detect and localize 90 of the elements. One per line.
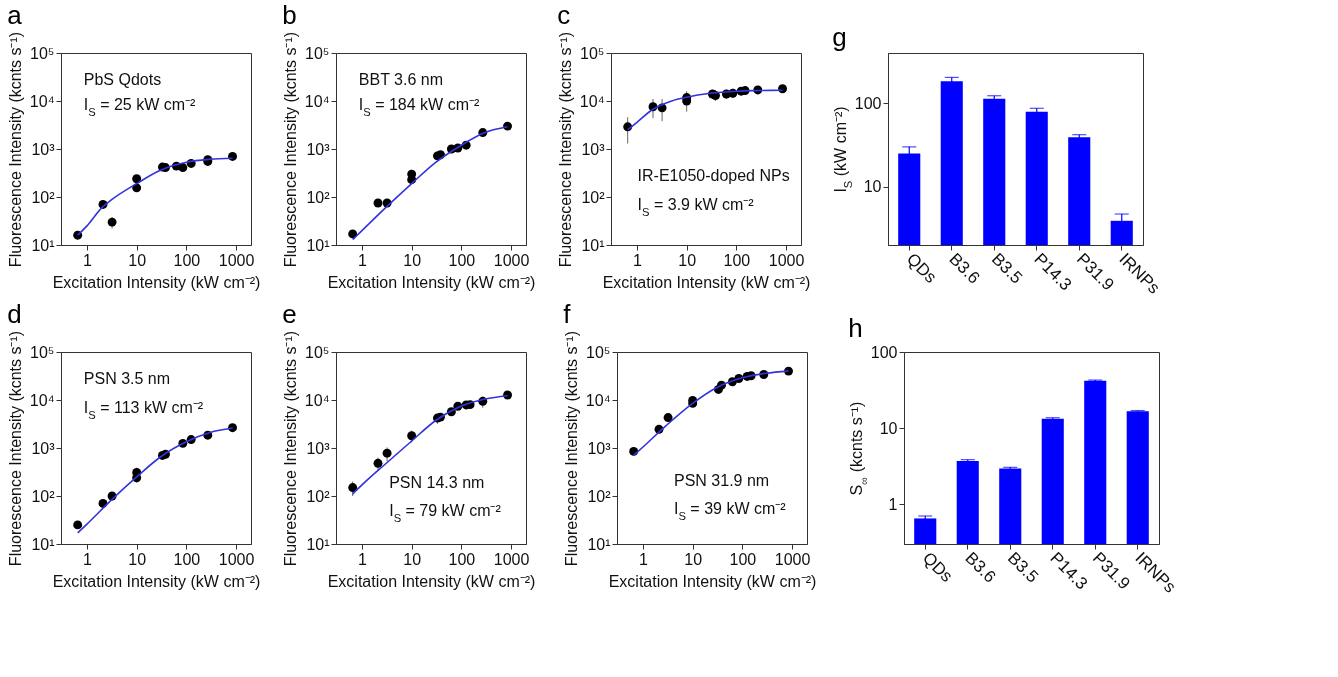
- x-tick-label: 1000: [493, 550, 530, 568]
- y-tick-label: 10⁵: [305, 343, 330, 361]
- chart-title: g: [832, 22, 847, 52]
- y-tick-label: 10⁴: [29, 391, 55, 409]
- x-tick-label: 1000: [493, 251, 530, 269]
- y-tick-label: 10⁵: [580, 44, 605, 62]
- y-tick-label: 10⁵: [30, 343, 55, 361]
- x-tick-label: 100: [723, 251, 751, 269]
- x-tick-label: 1000: [218, 550, 255, 568]
- x-tick-label: 100: [448, 251, 476, 269]
- x-tick-label: 10: [678, 251, 697, 269]
- x-tick-label: 1: [633, 251, 643, 269]
- y-tick-label: 10³: [31, 140, 56, 158]
- y-tick-label: 10²: [587, 487, 612, 505]
- annotation: PSN 31.9 nm: [674, 471, 770, 489]
- y-tick-label: 10¹: [31, 236, 55, 254]
- y-tick-label: 10: [863, 178, 882, 196]
- y-tick-label: 10³: [306, 140, 331, 158]
- y-tick-label: 10²: [31, 188, 56, 206]
- chart-title: a: [7, 0, 23, 31]
- y-tick-label: 10³: [31, 439, 56, 457]
- y-tick-label: 10¹: [31, 535, 55, 553]
- x-axis-title: Excitation Intensity (kW cm⁻²): [327, 273, 536, 291]
- y-tick-label: 10⁴: [585, 391, 611, 409]
- y-tick-label: 10: [879, 419, 898, 437]
- x-axis-title: Excitation Intensity (kW cm⁻²): [602, 273, 811, 291]
- y-tick-label: 100: [870, 343, 898, 361]
- y-tick-label: 10¹: [306, 236, 330, 254]
- annotation: I$_{S}$ = 79 kW cm⁻²: [389, 502, 502, 525]
- y-tick-label: 10¹: [587, 535, 611, 553]
- y-tick-label: 10⁴: [29, 92, 55, 110]
- y-tick-label: 10⁵: [30, 44, 55, 62]
- y-tick-label: 10²: [581, 188, 606, 206]
- x-tick-label: 1: [83, 550, 93, 568]
- annotation: IR-E1050-doped NPs: [637, 166, 790, 184]
- annotation: BBT 3.6 nm: [358, 70, 443, 88]
- x-tick-label: 1: [639, 550, 649, 568]
- y-tick-label: 10³: [306, 439, 331, 457]
- x-axis-title: Excitation Intensity (kW cm⁻²): [608, 572, 817, 590]
- y-tick-label: 10³: [581, 140, 606, 158]
- annotation: PbS Qdots: [83, 70, 162, 88]
- y-tick-label: 10⁴: [304, 391, 330, 409]
- annotation: I$_{S}$ = 113 kW cm⁻²: [83, 398, 204, 421]
- x-tick-label: 100: [173, 550, 201, 568]
- y-tick-label: 10³: [587, 439, 612, 457]
- y-axis-title: Fluorescence Intensity (kcnts s⁻¹): [6, 31, 24, 268]
- y-tick-label: 10²: [31, 487, 56, 505]
- annotation: PSN 3.5 nm: [83, 369, 171, 387]
- x-axis-title: Excitation Intensity (kW cm⁻²): [52, 273, 261, 291]
- y-tick-label: 1: [888, 495, 898, 513]
- x-tick-label: 100: [448, 550, 476, 568]
- y-tick-label: 10⁴: [579, 92, 605, 110]
- annotation: I$_{S}$ = 25 kW cm⁻²: [83, 95, 197, 118]
- x-axis-title: Excitation Intensity (kW cm⁻²): [327, 572, 536, 590]
- chart-title: d: [7, 299, 22, 330]
- annotation: I$_{S}$ = 39 kW cm⁻²: [674, 500, 787, 523]
- chart-title: c: [557, 0, 571, 31]
- x-tick-label: 1000: [774, 550, 811, 568]
- y-tick-label: 10⁴: [304, 92, 330, 110]
- y-tick-label: 10⁵: [305, 44, 330, 62]
- chart-title: h: [848, 313, 863, 343]
- x-tick-label: 10: [403, 550, 422, 568]
- annotation: PSN 14.3 nm: [389, 473, 485, 491]
- x-tick-label: 1000: [218, 251, 255, 269]
- chart-title: f: [563, 299, 572, 330]
- x-tick-label: 1: [83, 251, 93, 269]
- chart-title: b: [282, 0, 297, 31]
- x-tick-label: 1: [358, 251, 368, 269]
- chart-title: e: [282, 299, 297, 330]
- y-tick-label: 10¹: [581, 236, 605, 254]
- x-tick-label: 1: [358, 550, 368, 568]
- x-tick-label: 10: [128, 550, 147, 568]
- x-tick-label: 10: [684, 550, 703, 568]
- y-axis-title: Fluorescence Intensity (kcnts s⁻¹): [556, 31, 574, 268]
- y-axis-title: Fluorescence Intensity (kcnts s⁻¹): [281, 330, 299, 567]
- x-tick-label: 10: [128, 251, 147, 269]
- y-tick-label: 10²: [306, 487, 331, 505]
- x-tick-label: 100: [729, 550, 757, 568]
- y-axis-title: Fluorescence Intensity (kcnts s⁻¹): [281, 31, 299, 268]
- y-tick-label: 10⁵: [586, 343, 611, 361]
- annotation: I$_{S}$ = 3.9 kW cm⁻²: [637, 195, 755, 218]
- y-tick-label: 10¹: [306, 535, 330, 553]
- x-tick-label: 1000: [768, 251, 805, 269]
- annotation: I$_{S}$ = 184 kW cm⁻²: [358, 95, 480, 118]
- x-axis-title: Excitation Intensity (kW cm⁻²): [52, 572, 261, 590]
- x-tick-label: 100: [173, 251, 201, 269]
- y-axis-title: Fluorescence Intensity (kcnts s⁻¹): [6, 330, 24, 567]
- y-tick-label: 10²: [306, 188, 331, 206]
- y-axis-title: Fluorescence Intensity (kcnts s⁻¹): [562, 330, 580, 567]
- x-tick-label: 10: [403, 251, 422, 269]
